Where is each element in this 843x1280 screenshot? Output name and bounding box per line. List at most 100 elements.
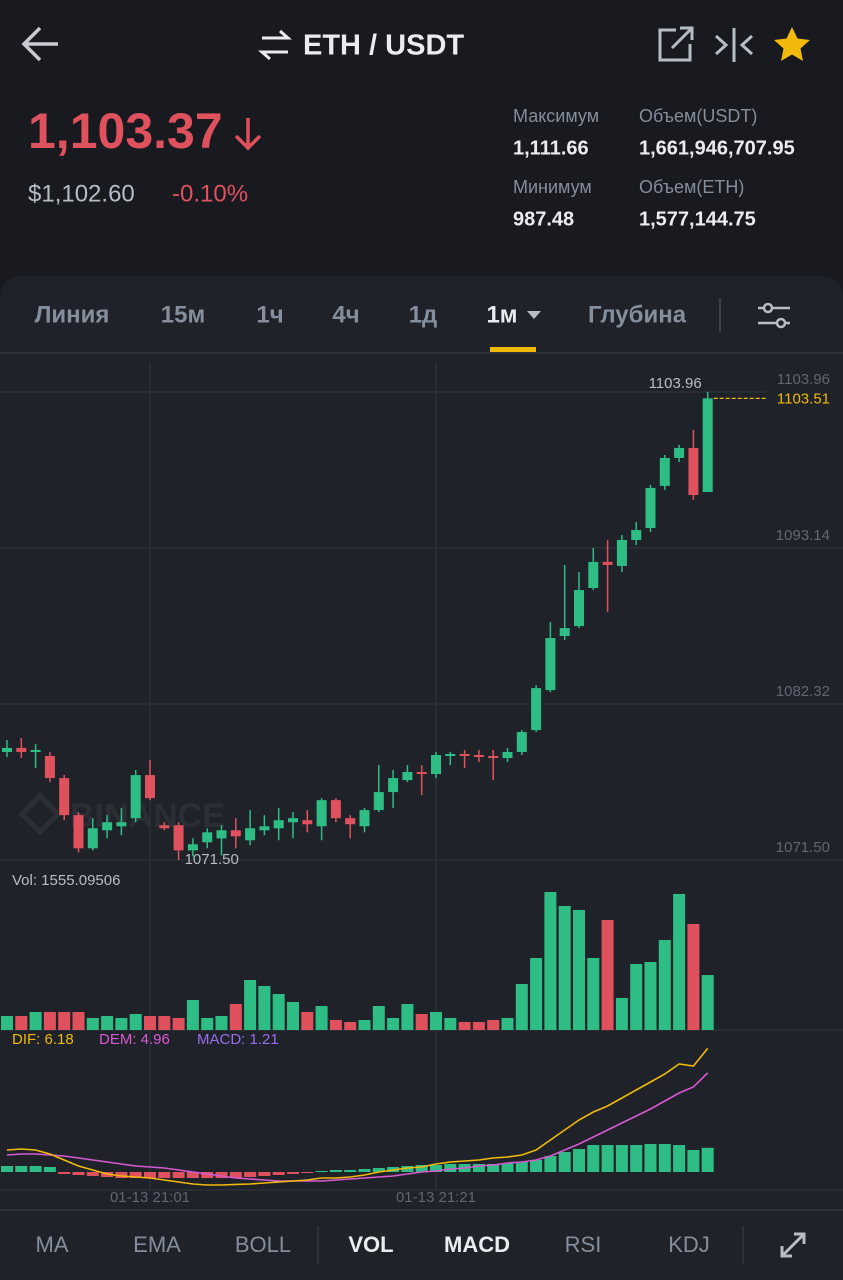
- candle-body: [459, 754, 470, 757]
- candle-body: [445, 754, 456, 757]
- compare-button[interactable]: [714, 28, 754, 62]
- macd-bar: [587, 1145, 600, 1172]
- fullscreen-button[interactable]: [780, 1232, 806, 1258]
- candle-body: [359, 810, 370, 827]
- candle-body: [102, 822, 113, 831]
- candle-body: [230, 830, 241, 837]
- macd-bar: [615, 1145, 628, 1172]
- volume-bar: [258, 986, 271, 1030]
- indicator-tab[interactable]: MA: [36, 1232, 69, 1257]
- timeframe-tab[interactable]: 4ч: [332, 301, 359, 328]
- macd-bar: [673, 1145, 686, 1172]
- active-tab-underline: [490, 347, 536, 352]
- candle-body: [145, 775, 155, 799]
- macd-bar: [515, 1162, 528, 1172]
- candle-body: [173, 825, 184, 851]
- candle-body: [2, 747, 12, 752]
- volume-bar: [501, 1017, 514, 1030]
- volume-bar: [86, 1017, 99, 1030]
- settings-button[interactable]: [758, 302, 790, 329]
- macd-bar: [372, 1168, 385, 1172]
- candle-body: [187, 844, 198, 851]
- timeframe-tab[interactable]: Линия: [35, 301, 110, 328]
- volume-bar: [601, 919, 614, 1030]
- macd-bar: [573, 1149, 585, 1172]
- macd-bar: [558, 1152, 571, 1172]
- indicator-tab[interactable]: MACD: [444, 1232, 510, 1257]
- timeframe-tab[interactable]: 1д: [409, 301, 438, 328]
- candle-body: [616, 539, 627, 566]
- candle-body: [202, 832, 213, 843]
- candle-body: [402, 772, 413, 781]
- volume-bar: [487, 1019, 500, 1030]
- indicator-tab[interactable]: BOLL: [235, 1232, 291, 1257]
- volume-bar: [444, 1017, 457, 1030]
- macd-bar: [544, 1156, 557, 1172]
- macd-bar: [215, 1172, 228, 1178]
- volume-bar: [186, 999, 199, 1030]
- volume-bar: [673, 893, 686, 1030]
- low-marker-label: 1071.50: [185, 851, 239, 868]
- dropdown-caret: [527, 311, 541, 319]
- high-marker-label: 1103.96: [649, 375, 702, 392]
- candle-body: [159, 825, 170, 829]
- stat-value: 1,661,946,707.95: [639, 137, 795, 159]
- back-button[interactable]: [21, 26, 58, 62]
- volume-bar: [329, 1019, 342, 1030]
- macd-bar: [658, 1144, 671, 1172]
- volume-bar: [530, 957, 543, 1030]
- timeframe-tab[interactable]: Глубина: [588, 301, 687, 328]
- volume-bar: [587, 957, 600, 1030]
- swap-icon[interactable]: [258, 29, 292, 61]
- volume-bar: [344, 1022, 357, 1030]
- dea-label: DEM: 4.96: [99, 1031, 170, 1048]
- stat-value: 1,577,144.75: [639, 208, 756, 230]
- macd-bar: [172, 1172, 185, 1178]
- watermark-logo: [18, 792, 62, 836]
- candle-body: [30, 749, 41, 752]
- favorite-star[interactable]: [774, 27, 810, 61]
- candle-body: [416, 772, 427, 775]
- macd-bar: [201, 1172, 214, 1178]
- macd-bar: [601, 1145, 614, 1172]
- indicator-tab[interactable]: KDJ: [668, 1232, 710, 1257]
- volume-bar: [387, 1017, 400, 1030]
- candle-body: [574, 590, 584, 627]
- volume-bar: [158, 1016, 171, 1030]
- volume-bar: [301, 1012, 314, 1030]
- macd-bar: [630, 1145, 643, 1172]
- volume-bar: [687, 923, 700, 1030]
- macd-bar: [272, 1172, 285, 1175]
- volume-bar: [101, 1016, 114, 1030]
- volume-bar: [515, 983, 528, 1030]
- timeframe-tab[interactable]: 1м: [486, 301, 517, 328]
- stat-label: Минимум: [513, 177, 592, 197]
- candle-body: [659, 457, 670, 486]
- volume-bar: [358, 1019, 371, 1030]
- share-button[interactable]: [658, 26, 694, 62]
- x-tick-label: 01-13 21:21: [396, 1189, 476, 1206]
- timeframe-tab[interactable]: 1ч: [256, 301, 283, 328]
- stat-value: 987.48: [513, 208, 574, 230]
- macd-bar: [15, 1166, 28, 1172]
- candle-body: [259, 826, 270, 831]
- macd-bar: [444, 1164, 457, 1172]
- macd-bar: [644, 1144, 657, 1172]
- macd-bar: [244, 1172, 257, 1177]
- macd-bar: [129, 1172, 142, 1178]
- candle-body: [130, 775, 141, 819]
- y-tick-label: 1093.14: [776, 527, 830, 544]
- indicator-tab[interactable]: RSI: [565, 1232, 602, 1257]
- macd-bar: [329, 1170, 342, 1172]
- timeframe-tab[interactable]: 15м: [161, 301, 205, 328]
- volume-bar: [244, 979, 257, 1030]
- indicator-tab[interactable]: EMA: [133, 1232, 181, 1257]
- volume-bar: [29, 1012, 42, 1030]
- candle-body: [702, 398, 713, 492]
- last-price: 1,103.37: [28, 103, 223, 159]
- candle-body: [531, 688, 542, 731]
- indicator-tab[interactable]: VOL: [348, 1232, 393, 1257]
- candle-body: [688, 447, 699, 495]
- candle-body: [631, 530, 642, 540]
- candle-body: [602, 561, 613, 565]
